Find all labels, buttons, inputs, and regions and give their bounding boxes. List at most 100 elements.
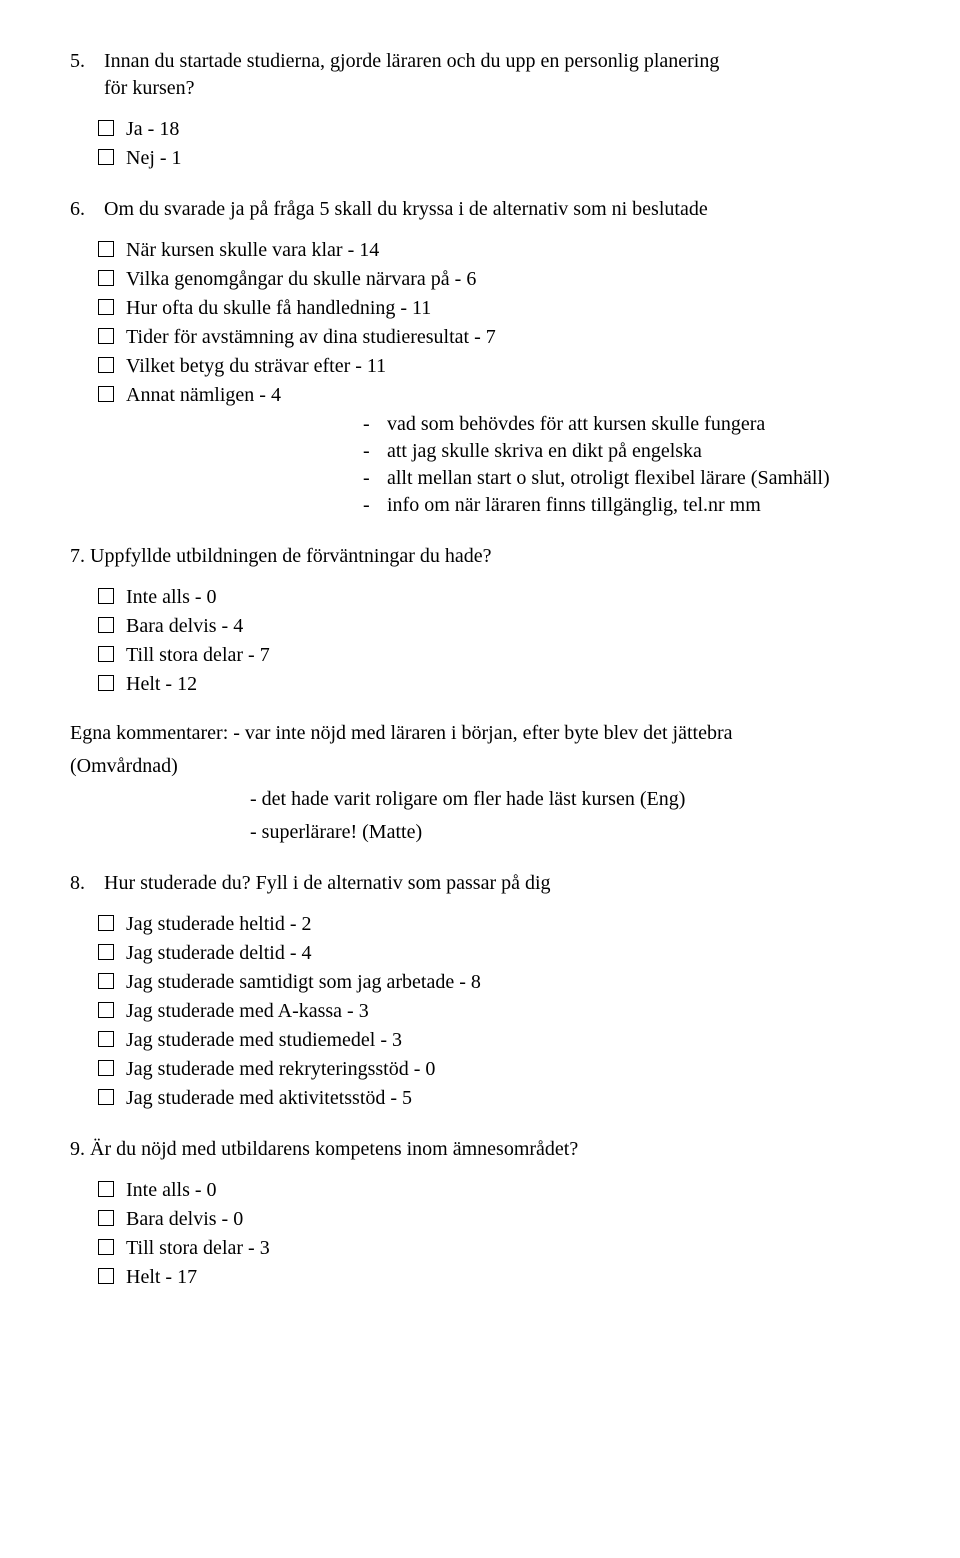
checkbox-icon[interactable] [98, 357, 114, 373]
q8-number: 8. [70, 870, 94, 897]
option-label: Tider för avstämning av dina studieresul… [126, 324, 496, 351]
option-label: Helt - 17 [126, 1264, 197, 1291]
dash-icon: - [363, 438, 377, 465]
bullet-text: allt mellan start o slut, otroligt flexi… [387, 465, 830, 492]
q8-option: Jag studerade med A-kassa - 3 [98, 998, 890, 1025]
q5-line2: för kursen? [104, 75, 719, 102]
comment-line: - det hade varit roligare om fler hade l… [250, 786, 890, 813]
option-label: Nej - 1 [126, 145, 182, 172]
checkbox-icon[interactable] [98, 646, 114, 662]
q8-body: Hur studerade du? Fyll i de alternativ s… [104, 870, 551, 897]
checkbox-icon[interactable] [98, 1210, 114, 1226]
q6-option: Tider för avstämning av dina studieresul… [98, 324, 890, 351]
checkbox-icon[interactable] [98, 149, 114, 165]
bullet-text: att jag skulle skriva en dikt på engelsk… [387, 438, 702, 465]
comment-line: Egna kommentarer: - var inte nöjd med lä… [70, 720, 890, 747]
bullet-item: - info om när läraren finns tillgänglig,… [363, 492, 890, 519]
checkbox-icon[interactable] [98, 617, 114, 633]
q6-option: Vilket betyg du strävar efter - 11 [98, 353, 890, 380]
option-label: Jag studerade heltid - 2 [126, 911, 312, 938]
bullet-item: - allt mellan start o slut, otroligt fle… [363, 465, 890, 492]
checkbox-icon[interactable] [98, 944, 114, 960]
question-8-text: 8. Hur studerade du? Fyll i de alternati… [70, 870, 890, 897]
checkbox-icon[interactable] [98, 1268, 114, 1284]
option-label: Jag studerade samtidigt som jag arbetade… [126, 969, 481, 996]
checkbox-icon[interactable] [98, 1031, 114, 1047]
checkbox-icon[interactable] [98, 1181, 114, 1197]
checkbox-icon[interactable] [98, 1239, 114, 1255]
comment-line: (Omvårdnad) [70, 753, 890, 780]
q6-option: När kursen skulle vara klar - 14 [98, 237, 890, 264]
option-label: Helt - 12 [126, 671, 197, 698]
question-6-text: 6. Om du svarade ja på fråga 5 skall du … [70, 196, 890, 223]
q6-option: Hur ofta du skulle få handledning - 11 [98, 295, 890, 322]
q5-options: Ja - 18 Nej - 1 [98, 116, 890, 172]
bullet-item: - att jag skulle skriva en dikt på engel… [363, 438, 890, 465]
q7-option: Bara delvis - 4 [98, 613, 890, 640]
checkbox-icon[interactable] [98, 1089, 114, 1105]
option-label: Bara delvis - 0 [126, 1206, 243, 1233]
comment-line: - superlärare! (Matte) [250, 819, 890, 846]
checkbox-icon[interactable] [98, 675, 114, 691]
bullet-item: - vad som behövdes för att kursen skulle… [363, 411, 890, 438]
q6-sub-bullets: - vad som behövdes för att kursen skulle… [363, 411, 890, 519]
question-7: 7. Uppfyllde utbildningen de förväntning… [70, 543, 890, 846]
q6-number: 6. [70, 196, 94, 223]
dash-icon: - [363, 492, 377, 519]
q6-option: Vilka genomgångar du skulle närvara på -… [98, 266, 890, 293]
q9-options: Inte alls - 0 Bara delvis - 0 Till stora… [98, 1177, 890, 1291]
q8-option: Jag studerade med rekryteringsstöd - 0 [98, 1056, 890, 1083]
question-5-text: 5. Innan du startade studierna, gjorde l… [70, 48, 890, 102]
option-label: Inte alls - 0 [126, 584, 217, 611]
checkbox-icon[interactable] [98, 1002, 114, 1018]
bullet-text: vad som behövdes för att kursen skulle f… [387, 411, 765, 438]
checkbox-icon[interactable] [98, 241, 114, 257]
option-label: Jag studerade med studiemedel - 3 [126, 1027, 402, 1054]
q7-comments: Egna kommentarer: - var inte nöjd med lä… [70, 720, 890, 846]
q7-text: 7. Uppfyllde utbildningen de förväntning… [70, 543, 890, 570]
option-label: Hur ofta du skulle få handledning - 11 [126, 295, 431, 322]
option-label: Vilka genomgångar du skulle närvara på -… [126, 266, 476, 293]
q9-option: Bara delvis - 0 [98, 1206, 890, 1233]
q6-body: Om du svarade ja på fråga 5 skall du kry… [104, 196, 708, 223]
option-label: Inte alls - 0 [126, 1177, 217, 1204]
q5-number: 5. [70, 48, 94, 102]
q8-option: Jag studerade samtidigt som jag arbetade… [98, 969, 890, 996]
checkbox-icon[interactable] [98, 270, 114, 286]
q5-line1: Innan du startade studierna, gjorde lära… [104, 48, 719, 75]
q9-option: Inte alls - 0 [98, 1177, 890, 1204]
q7-options: Inte alls - 0 Bara delvis - 4 Till stora… [98, 584, 890, 698]
checkbox-icon[interactable] [98, 299, 114, 315]
checkbox-icon[interactable] [98, 120, 114, 136]
option-label: Jag studerade med rekryteringsstöd - 0 [126, 1056, 435, 1083]
q9-text: 9. Är du nöjd med utbildarens kompetens … [70, 1136, 890, 1163]
checkbox-icon[interactable] [98, 915, 114, 931]
option-label: Till stora delar - 3 [126, 1235, 270, 1262]
checkbox-icon[interactable] [98, 386, 114, 402]
q5-option: Nej - 1 [98, 145, 890, 172]
dash-icon: - [363, 465, 377, 492]
question-6: 6. Om du svarade ja på fråga 5 skall du … [70, 196, 890, 519]
option-label: Annat nämligen - 4 [126, 382, 281, 409]
option-label: När kursen skulle vara klar - 14 [126, 237, 379, 264]
q7-option: Till stora delar - 7 [98, 642, 890, 669]
option-label: Vilket betyg du strävar efter - 11 [126, 353, 386, 380]
q9-option: Till stora delar - 3 [98, 1235, 890, 1262]
option-label: Till stora delar - 7 [126, 642, 270, 669]
q8-options: Jag studerade heltid - 2 Jag studerade d… [98, 911, 890, 1112]
q7-option: Helt - 12 [98, 671, 890, 698]
checkbox-icon[interactable] [98, 328, 114, 344]
question-9: 9. Är du nöjd med utbildarens kompetens … [70, 1136, 890, 1291]
question-5: 5. Innan du startade studierna, gjorde l… [70, 48, 890, 172]
q7-option: Inte alls - 0 [98, 584, 890, 611]
q8-option: Jag studerade med aktivitetsstöd - 5 [98, 1085, 890, 1112]
dash-icon: - [363, 411, 377, 438]
q6-option: Annat nämligen - 4 [98, 382, 890, 409]
checkbox-icon[interactable] [98, 1060, 114, 1076]
option-label: Jag studerade deltid - 4 [126, 940, 312, 967]
checkbox-icon[interactable] [98, 973, 114, 989]
option-label: Bara delvis - 4 [126, 613, 243, 640]
checkbox-icon[interactable] [98, 588, 114, 604]
bullet-text: info om när läraren finns tillgänglig, t… [387, 492, 761, 519]
q8-option: Jag studerade deltid - 4 [98, 940, 890, 967]
